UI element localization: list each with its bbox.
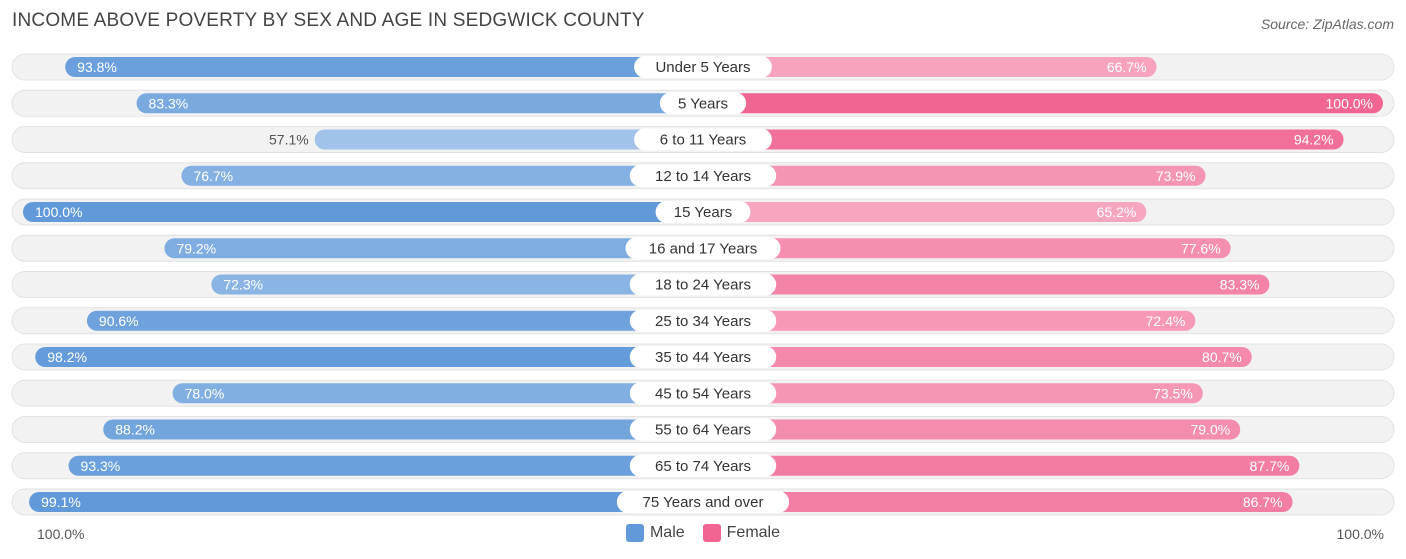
female-value-label: 94.2% <box>1294 132 1334 148</box>
category-label: 18 to 24 Years <box>655 277 751 294</box>
male-value-label: 78.0% <box>185 385 225 401</box>
female-bar <box>703 419 1241 440</box>
category-pill <box>629 309 777 332</box>
axis-left-label: 100.0% <box>37 526 85 542</box>
legend-item-male: Male <box>625 524 685 542</box>
male-value-label: 98.2% <box>47 349 87 365</box>
female-value-label: 66.7% <box>1107 59 1147 75</box>
legend-male-label: Male <box>649 524 685 541</box>
category-pill <box>655 201 751 223</box>
source-label: Source: ZipAtlas.com <box>1260 16 1394 32</box>
category-label: 5 Years <box>678 95 728 112</box>
male-value-label: 72.3% <box>223 277 263 293</box>
category-pill <box>629 418 777 441</box>
category-pill <box>629 454 777 477</box>
category-pill <box>659 92 747 115</box>
female-bar <box>703 238 1231 259</box>
male-value-label: 57.1% <box>269 132 309 148</box>
category-label: 75 Years and over <box>643 494 764 511</box>
male-bar <box>136 93 703 114</box>
category-label: 45 to 54 Years <box>655 385 751 402</box>
category-pill <box>625 237 781 260</box>
male-bar <box>314 129 703 150</box>
female-value-label: 87.7% <box>1250 458 1290 474</box>
male-bar <box>103 419 704 440</box>
male-swatch <box>625 524 644 542</box>
category-pill <box>629 346 777 368</box>
female-bar <box>703 274 1270 295</box>
male-bar <box>23 202 703 222</box>
chart-title: INCOME ABOVE POVERTY BY SEX AND AGE IN S… <box>12 10 645 31</box>
female-bar <box>703 310 1196 331</box>
male-value-label: 99.1% <box>41 494 81 510</box>
category-label: 25 to 34 Years <box>655 313 751 330</box>
legend-female-label: Female <box>726 524 781 541</box>
male-bar <box>68 455 703 476</box>
male-bar <box>29 492 704 512</box>
category-pill <box>629 164 777 187</box>
female-bar <box>703 165 1206 186</box>
category-label: 35 to 44 Years <box>655 349 751 366</box>
male-value-label: 93.8% <box>77 59 117 75</box>
female-bar <box>703 492 1293 512</box>
category-label: 16 and 17 Years <box>649 240 757 257</box>
category-label: Under 5 Years <box>655 59 750 76</box>
male-bar <box>86 310 704 331</box>
female-value-label: 77.6% <box>1181 240 1221 256</box>
male-value-label: 100.0% <box>35 204 82 220</box>
female-value-label: 65.2% <box>1097 204 1137 220</box>
female-bar <box>703 455 1300 476</box>
category-pill <box>634 128 772 151</box>
category-pill <box>616 491 790 513</box>
male-bar <box>181 165 703 186</box>
category-pill <box>629 273 777 296</box>
female-value-label: 73.9% <box>1156 168 1196 184</box>
female-value-label: 80.7% <box>1202 349 1242 365</box>
female-value-label: 72.4% <box>1146 313 1186 329</box>
female-bar <box>703 57 1157 77</box>
female-bar <box>703 347 1252 367</box>
category-label: 12 to 14 Years <box>655 168 751 185</box>
male-value-label: 93.3% <box>81 458 121 474</box>
category-label: 65 to 74 Years <box>655 458 751 475</box>
category-pill <box>634 56 772 78</box>
female-bar <box>703 129 1344 150</box>
female-swatch <box>702 524 721 542</box>
male-bar <box>35 347 704 367</box>
female-bar <box>703 93 1383 114</box>
category-pill <box>629 382 777 405</box>
male-value-label: 88.2% <box>115 422 155 438</box>
male-bar <box>211 274 704 295</box>
female-value-label: 86.7% <box>1243 494 1283 510</box>
male-value-label: 90.6% <box>99 313 139 329</box>
male-bar <box>164 238 703 259</box>
male-value-label: 83.3% <box>149 95 189 111</box>
female-value-label: 79.0% <box>1190 422 1230 438</box>
legend: Male Female <box>0 524 1406 542</box>
male-value-label: 76.7% <box>193 168 233 184</box>
category-label: 15 Years <box>674 204 732 221</box>
category-label: 55 to 64 Years <box>655 422 751 439</box>
axis-right-label: 100.0% <box>1336 526 1384 542</box>
male-bar <box>65 57 703 77</box>
female-bar <box>703 202 1147 222</box>
legend-item-female: Female <box>702 524 781 542</box>
female-bar <box>703 383 1203 404</box>
male-bar <box>172 383 704 404</box>
female-value-label: 83.3% <box>1220 277 1260 293</box>
female-value-label: 100.0% <box>1326 95 1373 111</box>
category-label: 6 to 11 Years <box>660 132 746 149</box>
female-value-label: 73.5% <box>1153 385 1193 401</box>
male-value-label: 79.2% <box>176 240 216 256</box>
